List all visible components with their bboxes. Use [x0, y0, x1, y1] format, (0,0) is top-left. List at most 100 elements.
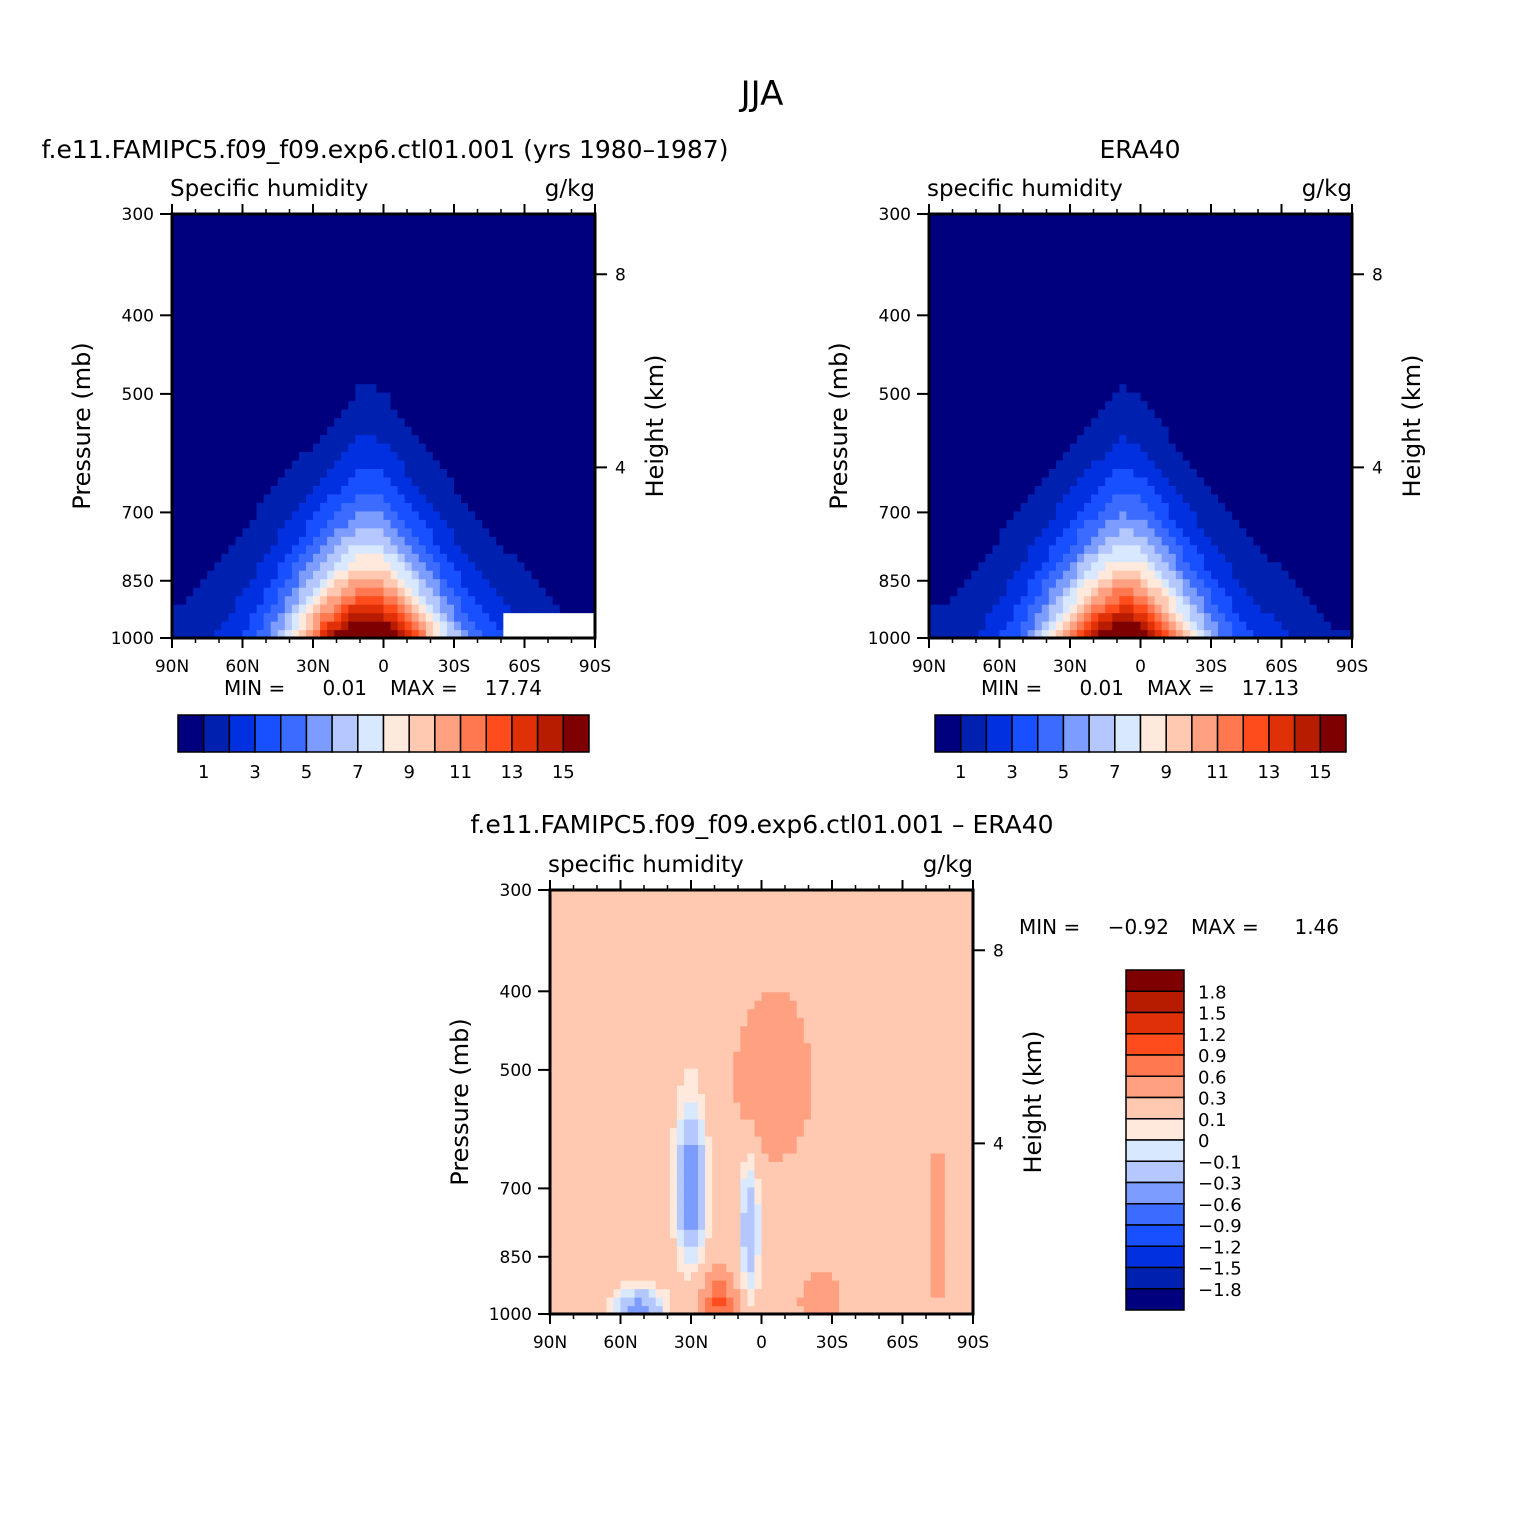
contour-cell	[957, 315, 965, 325]
contour-cell	[1013, 281, 1022, 291]
contour-cell	[1091, 629, 1099, 639]
contour-cell	[327, 536, 335, 546]
contour-cell	[1098, 230, 1106, 241]
contour-cell	[362, 349, 370, 359]
contour-cell	[277, 375, 286, 385]
contour-cell	[1020, 510, 1029, 520]
contour-cell	[489, 409, 497, 419]
contour-cell	[242, 239, 251, 249]
contour-cell	[531, 332, 540, 342]
contour-cell	[355, 264, 363, 274]
contour-cell	[348, 561, 356, 571]
colorbar-label: 7	[352, 762, 363, 783]
contour-cell	[284, 315, 293, 325]
contour-cell	[1126, 222, 1135, 232]
contour-cell	[999, 358, 1008, 368]
contour-cell	[172, 239, 180, 249]
contour-cell	[390, 485, 399, 495]
contour-cell	[1182, 417, 1191, 427]
contour-cell	[587, 341, 596, 351]
contour-cell	[559, 468, 568, 478]
contour-cell	[1175, 527, 1184, 537]
contour-cell	[179, 281, 187, 291]
contour-cell	[929, 222, 937, 232]
contour-cell	[277, 383, 286, 393]
contour-cell	[1013, 383, 1022, 393]
contour-cell	[291, 375, 300, 385]
contour-cell	[411, 434, 420, 444]
contour-cell	[270, 417, 279, 427]
contour-cell	[186, 434, 194, 444]
contour-cell	[503, 349, 511, 359]
contour-cell	[943, 417, 951, 427]
contour-cell	[1091, 553, 1099, 563]
contour-cell	[1077, 621, 1085, 631]
contour-cell	[1062, 409, 1071, 419]
contour-cell	[1133, 256, 1142, 266]
contour-cell	[242, 214, 251, 224]
contour-cell	[538, 510, 547, 520]
contour-cell	[355, 502, 363, 512]
contour-cell	[950, 392, 958, 402]
contour-cell	[1070, 230, 1078, 241]
contour-cell	[978, 375, 986, 385]
contour-cell	[482, 409, 490, 419]
contour-cell	[1175, 451, 1184, 461]
contour-cell	[1077, 298, 1085, 308]
contour-cell	[1048, 281, 1057, 291]
contour-cell	[242, 247, 251, 257]
contour-cell	[362, 230, 370, 241]
contour-cell	[1140, 561, 1149, 571]
contour-cell	[270, 307, 279, 317]
contour-cell	[1070, 485, 1078, 495]
contour-cell	[404, 214, 413, 224]
contour-cell	[277, 604, 286, 614]
contour-cell	[957, 434, 965, 444]
contour-cell	[298, 476, 307, 486]
contour-cell	[559, 281, 568, 291]
contour-cell	[235, 341, 244, 351]
height-tick-label: 8	[615, 265, 626, 285]
contour-cell	[439, 341, 448, 351]
contour-cell	[1119, 409, 1127, 419]
contour-cell	[496, 459, 504, 469]
contour-cell	[985, 426, 994, 436]
contour-cell	[992, 468, 1001, 478]
contour-cell	[348, 527, 356, 537]
contour-cell	[559, 358, 568, 368]
contour-cell	[1084, 290, 1092, 300]
contour-cell	[1112, 553, 1120, 563]
contour-cell	[1140, 612, 1149, 622]
contour-cell	[531, 553, 540, 563]
contour-cell	[1006, 527, 1015, 537]
contour-cell	[1027, 392, 1036, 402]
contour-cell	[503, 392, 511, 402]
contour-cell	[1055, 239, 1064, 249]
contour-cell	[482, 281, 490, 291]
contour-cell	[369, 459, 378, 469]
contour-cell	[376, 230, 385, 241]
contour-cell	[242, 527, 251, 537]
contour-cell	[964, 341, 972, 351]
contour-cell	[327, 485, 335, 495]
contour-cell	[1077, 332, 1085, 342]
contour-cell	[587, 383, 596, 393]
colorbar-label: 15	[552, 762, 575, 783]
contour-cell	[978, 409, 986, 419]
contour-cell	[1126, 485, 1135, 495]
contour-cell	[425, 358, 434, 368]
contour-cell	[475, 485, 483, 495]
contour-cell	[454, 375, 462, 385]
contour-cell	[383, 341, 392, 351]
contour-cell	[256, 595, 265, 605]
contour-cell	[348, 434, 356, 444]
contour-cell	[432, 527, 441, 537]
contour-cell	[552, 366, 561, 376]
contour-cell	[999, 332, 1008, 342]
contour-cell	[552, 256, 561, 266]
contour-cell	[446, 324, 455, 334]
contour-cell	[1027, 434, 1036, 444]
contour-cell	[503, 493, 511, 503]
contour-cell	[992, 502, 1001, 512]
contour-cell	[305, 222, 314, 232]
